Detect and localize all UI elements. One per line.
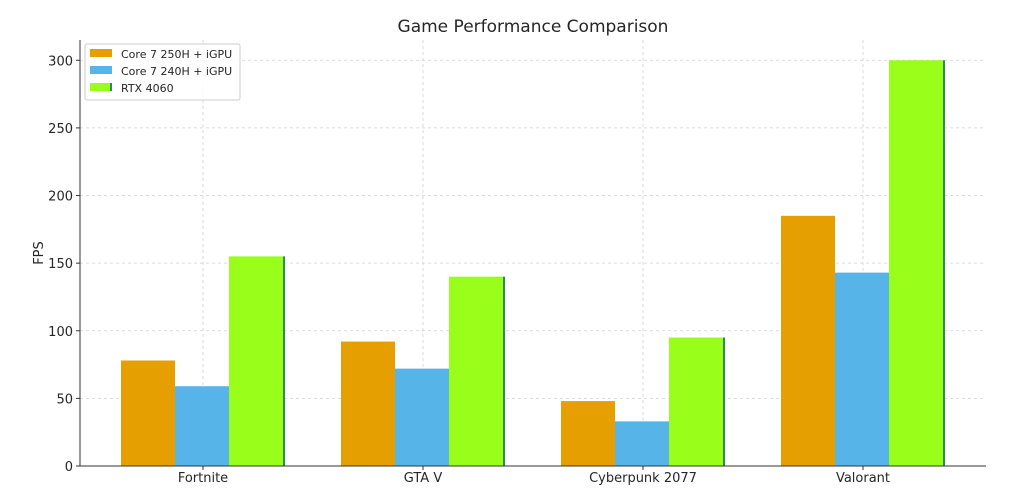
legend-swatch: [90, 83, 112, 91]
y-axis-label: FPS: [32, 241, 47, 265]
legend-swatch: [90, 66, 112, 74]
bar: [781, 215, 835, 466]
bar: [889, 60, 943, 467]
bar: [669, 337, 723, 466]
y-tick-label: 300: [48, 54, 73, 69]
bar: [395, 368, 449, 466]
x-tick-label: GTA V: [404, 471, 443, 486]
y-tick-label: 200: [48, 190, 73, 205]
legend-swatch: [90, 49, 112, 57]
x-tick-label: Cyberpunk 2077: [589, 471, 697, 486]
chart-title: Game Performance Comparison: [398, 17, 669, 37]
x-tick-label: Fortnite: [178, 471, 228, 486]
y-tick-label: 100: [48, 325, 73, 340]
y-tick-label: 150: [48, 257, 73, 272]
bar: [449, 276, 503, 466]
legend-label: Core 7 250H + iGPU: [121, 48, 232, 61]
legend-label: Core 7 240H + iGPU: [121, 65, 232, 78]
y-tick-label: 250: [48, 122, 73, 137]
bar: [561, 401, 615, 466]
bar: [229, 256, 283, 466]
bar: [835, 272, 889, 466]
x-tick-label: Valorant: [836, 471, 890, 486]
bar: [121, 360, 175, 466]
bar: [175, 386, 229, 466]
y-tick-label: 0: [65, 460, 73, 475]
bar: [615, 421, 669, 466]
bar: [341, 341, 395, 466]
y-tick-label: 50: [56, 392, 73, 407]
legend-box: [84, 43, 241, 101]
legend: Core 7 250H + iGPU Core 7 240H + iGPU RTX …: [84, 43, 241, 101]
legend-label: RTX 4060: [121, 82, 174, 95]
